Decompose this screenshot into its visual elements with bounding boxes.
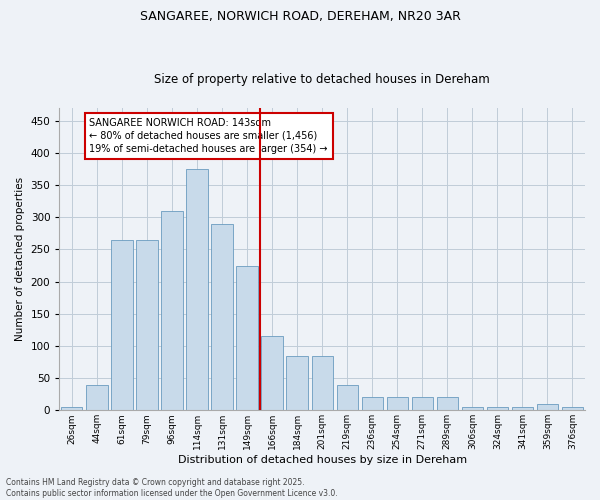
- Bar: [487, 407, 508, 410]
- Bar: [86, 384, 107, 410]
- Bar: [537, 404, 558, 410]
- Bar: [562, 407, 583, 410]
- X-axis label: Distribution of detached houses by size in Dereham: Distribution of detached houses by size …: [178, 455, 467, 465]
- Text: SANGAREE, NORWICH ROAD, DEREHAM, NR20 3AR: SANGAREE, NORWICH ROAD, DEREHAM, NR20 3A…: [140, 10, 460, 23]
- Bar: [512, 407, 533, 410]
- Bar: [211, 224, 233, 410]
- Bar: [136, 240, 158, 410]
- Bar: [386, 398, 408, 410]
- Bar: [161, 211, 182, 410]
- Text: Contains HM Land Registry data © Crown copyright and database right 2025.
Contai: Contains HM Land Registry data © Crown c…: [6, 478, 338, 498]
- Bar: [236, 266, 258, 410]
- Y-axis label: Number of detached properties: Number of detached properties: [15, 177, 25, 341]
- Bar: [262, 336, 283, 410]
- Title: Size of property relative to detached houses in Dereham: Size of property relative to detached ho…: [154, 73, 490, 86]
- Bar: [61, 407, 82, 410]
- Bar: [311, 356, 333, 410]
- Bar: [286, 356, 308, 410]
- Bar: [462, 407, 483, 410]
- Text: SANGAREE NORWICH ROAD: 143sqm
← 80% of detached houses are smaller (1,456)
19% o: SANGAREE NORWICH ROAD: 143sqm ← 80% of d…: [89, 118, 328, 154]
- Bar: [111, 240, 133, 410]
- Bar: [362, 398, 383, 410]
- Bar: [437, 398, 458, 410]
- Bar: [337, 384, 358, 410]
- Bar: [412, 398, 433, 410]
- Bar: [187, 169, 208, 410]
